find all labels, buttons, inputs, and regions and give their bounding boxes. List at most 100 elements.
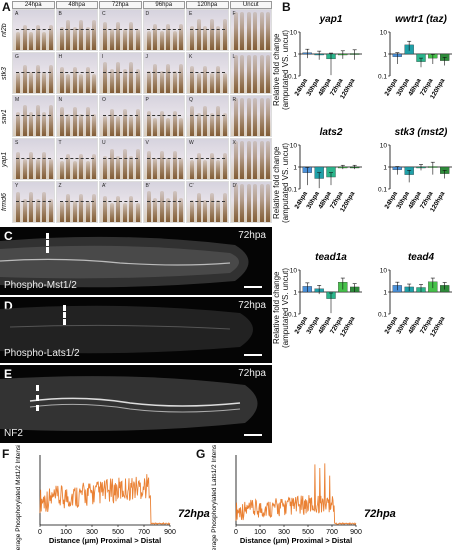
- fin-ray: [116, 62, 120, 93]
- amputation-line: [103, 158, 138, 160]
- y-tick-label: 10: [290, 143, 298, 150]
- fin-ray: [179, 198, 183, 222]
- subpanel-label: B': [145, 183, 150, 189]
- amputation-line: [16, 72, 51, 74]
- fin-ray: [216, 200, 220, 222]
- fin-ray: [253, 184, 257, 222]
- intensity-trace: [235, 463, 357, 526]
- fin-ray: [85, 67, 90, 93]
- fin-ray: [259, 12, 264, 50]
- panel-e-nf2-image: E 72hpa NF2: [0, 365, 272, 443]
- x-tick-label: 100: [254, 529, 266, 536]
- fin-ray: [59, 67, 64, 93]
- fin-ray: [29, 32, 33, 50]
- ish-image-cell: P: [142, 95, 185, 137]
- fin-ray: [66, 20, 70, 50]
- fin-ray: [42, 152, 46, 179]
- fin-ray: [42, 32, 46, 50]
- amputation-line: [16, 115, 51, 117]
- gene-row-label: stk3: [1, 67, 8, 80]
- fin-ray: [16, 32, 20, 50]
- x-tick-label: 900: [164, 529, 176, 536]
- subpanel-label: G: [15, 54, 19, 60]
- fin-ray: [35, 105, 40, 136]
- amputation-line: [16, 201, 51, 203]
- fin-ray: [16, 72, 20, 93]
- fin-ray: [35, 159, 40, 179]
- panel-label-f: F: [2, 447, 10, 461]
- x-tick-label: 300: [86, 529, 98, 536]
- ish-image-cell: L: [229, 52, 272, 94]
- y-tick-label: 10: [290, 268, 298, 275]
- fin-ray: [222, 19, 227, 50]
- fin-ray: [246, 55, 251, 93]
- amputation-line: [103, 29, 138, 31]
- fin-ray: [190, 26, 194, 50]
- chart-title: lats2: [320, 127, 343, 138]
- fin-ray: [59, 161, 64, 179]
- fin-ray: [216, 106, 220, 136]
- fin-ray: [72, 27, 77, 50]
- ytitle-row3: Relative fold change (amputated VS. uncu…: [272, 267, 290, 349]
- gene-row-label: nf2b: [1, 23, 8, 38]
- subpanel-label: D': [232, 183, 238, 189]
- fin-ray: [66, 74, 70, 93]
- fin-ray: [209, 193, 214, 222]
- y-tick-label: 10: [380, 268, 388, 275]
- fin-ray: [159, 191, 164, 222]
- subpanel-label: W: [189, 140, 194, 146]
- scale-bar-e: [244, 434, 262, 436]
- panel-d-phospho-lats-image: D 72hpa Phospho-Lats1/2: [0, 297, 272, 363]
- fin-ray: [22, 25, 27, 50]
- ish-image-cell: X: [229, 138, 272, 180]
- fin-ray: [222, 153, 227, 179]
- subpanel-label: Z: [58, 183, 62, 189]
- fin-ray: [233, 55, 238, 93]
- fin-ray: [266, 98, 270, 136]
- fin-ray: [209, 153, 214, 179]
- subpanel-label: E: [189, 11, 193, 17]
- fin-ray: [222, 73, 227, 93]
- fin-ray: [153, 118, 157, 136]
- fin-ray: [35, 25, 40, 50]
- subpanel-label: F: [232, 11, 236, 17]
- subpanel-label: Q: [189, 97, 193, 103]
- subpanel-label: P: [145, 97, 149, 103]
- chart-title: stk3 (mst2): [395, 127, 448, 138]
- fin-ray: [116, 156, 120, 179]
- fin-ray: [172, 151, 177, 179]
- amputation-line: [59, 72, 94, 74]
- subpanel-label: Y: [15, 183, 19, 189]
- subpanel-label: O: [102, 97, 106, 103]
- fin-ray: [159, 111, 164, 136]
- amputation-line: [16, 29, 51, 31]
- fin-ray: [85, 201, 90, 222]
- subpanel-label: C': [189, 183, 194, 189]
- fin-ray: [129, 22, 133, 50]
- fin-ray: [129, 196, 133, 222]
- fin-ray: [196, 113, 201, 136]
- fin-ray: [66, 154, 70, 179]
- fin-ray: [222, 193, 227, 222]
- fin-ray: [179, 64, 183, 93]
- fin-ray: [246, 12, 251, 50]
- fin-ray: [146, 111, 151, 136]
- fin-ray: [79, 114, 83, 136]
- fin-ray: [129, 62, 133, 93]
- gene-row-label: sav1: [1, 109, 8, 124]
- fin-ray: [66, 194, 70, 222]
- ish-image-cell: D: [142, 9, 185, 51]
- fin-ray: [79, 154, 83, 179]
- ish-image-cell: D': [229, 181, 272, 223]
- fin-ray: [190, 200, 194, 222]
- fin-ray: [259, 141, 264, 179]
- fin-ray: [103, 196, 107, 222]
- fin-ray: [135, 109, 140, 136]
- fin-ray: [48, 65, 53, 93]
- fin-ray: [16, 112, 20, 136]
- amputation-line: [146, 158, 181, 160]
- amputation-line: [146, 115, 181, 117]
- fin-ray: [233, 12, 238, 50]
- timepoint-header: 120hpa: [186, 1, 229, 9]
- fin-ray: [48, 105, 53, 136]
